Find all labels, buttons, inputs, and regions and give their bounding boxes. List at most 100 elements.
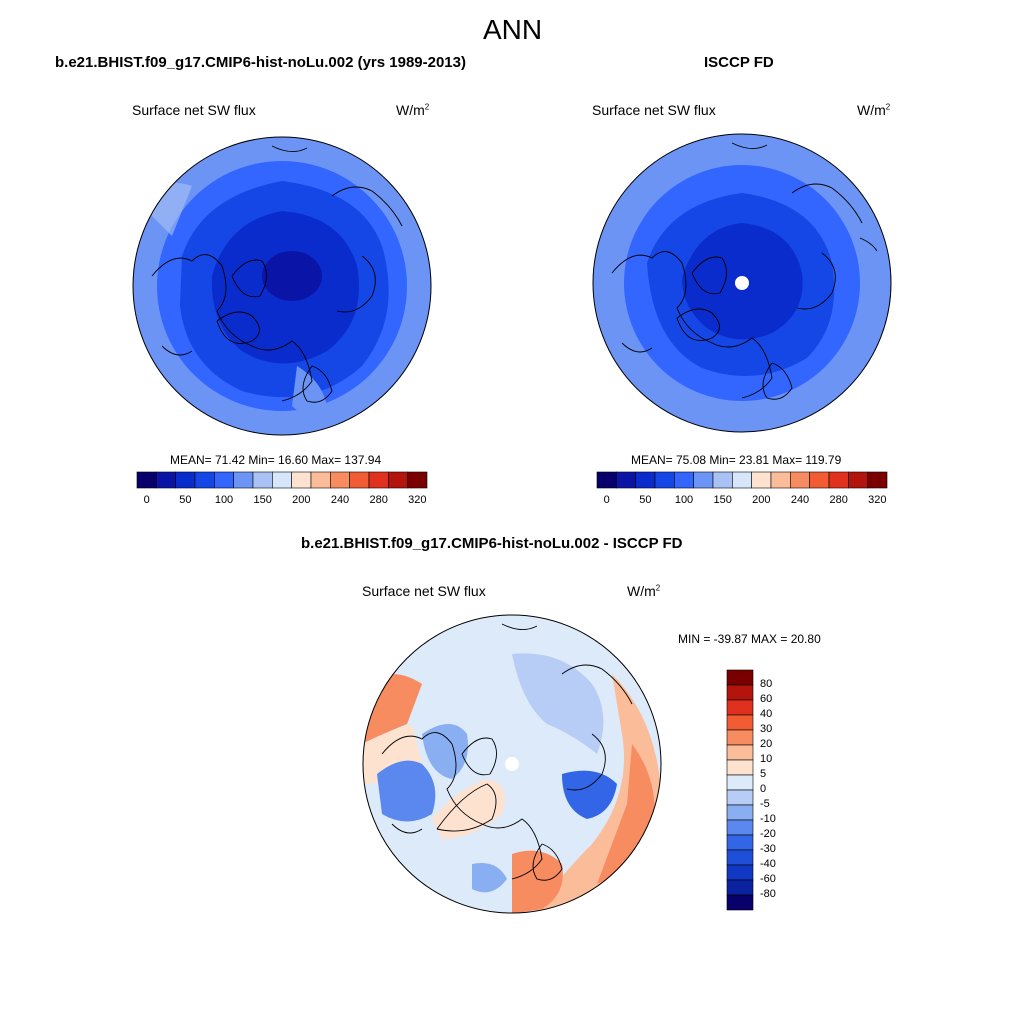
diff-colorbar-swatch [726,849,754,866]
diff-field-blue-east [562,770,617,819]
diff-colorbar-tick: 40 [760,708,773,720]
obs-colorbar-swatch [616,471,636,489]
model-colorbar-swatch [407,471,428,489]
obs-colorbar-tick: 100 [674,494,694,506]
diff-colorbar-tick: -20 [760,828,776,840]
diff-colorbar-tick: -60 [760,873,776,885]
obs-colorbar-swatch [848,471,868,489]
diff-field-missing [505,757,519,771]
model-colorbar-tick: 50 [179,494,192,506]
obs-colorbar-tick: 0 [603,494,610,506]
diff-colorbar-swatch [726,774,754,791]
diff-units-label: W/m2 [627,583,661,599]
obs-colorbar-swatch [809,471,830,489]
diff-colorbar-tick: -40 [760,858,776,870]
obs-colorbar [596,471,888,489]
diff-colorbar-swatch [726,834,754,851]
obs-colorbar-swatch [635,471,656,489]
obs-colorbar-swatch [867,471,888,489]
diff-panel-title: b.e21.BHIST.f09_g17.CMIP6-hist-noLu.002 … [301,535,683,552]
obs-colorbar-swatch [770,471,791,489]
model-stats: MEAN= 71.42 Min= 16.60 Max= 137.94 [170,453,382,467]
obs-stats: MEAN= 75.08 Min= 23.81 Max= 119.79 [631,453,842,467]
obs-colorbar-swatch [693,471,714,489]
model-colorbar-tick: 200 [292,494,311,506]
model-colorbar-swatch [233,471,254,489]
diff-field-red-south [512,850,563,913]
obs-field-missing [735,276,749,290]
diff-colorbar-swatch [726,804,754,821]
diff-field-blue-south [472,863,507,893]
obs-colorbar-tick: 200 [752,494,771,506]
model-colorbar-swatch [175,471,196,489]
obs-colorbar-swatch [654,471,675,489]
model-colorbar-swatch [194,471,215,489]
obs-colorbar-swatch [674,471,694,489]
diff-colorbar-swatch [726,789,754,806]
model-colorbar-swatch [272,471,292,489]
model-panel-title: b.e21.BHIST.f09_g17.CMIP6-hist-noLu.002 … [55,54,466,71]
obs-colorbar-tick: 150 [713,494,732,506]
model-colorbar-swatch [291,471,312,489]
diff-colorbar-swatch [726,714,754,731]
model-colorbar-swatch [136,471,157,489]
diff-colorbar-swatch [726,864,754,881]
diff-colorbar-tick: 5 [760,768,767,780]
model-colorbar-swatch [368,471,389,489]
model-colorbar-ticks: 0 50 100 150 200 240 280 320 [137,494,427,508]
model-colorbar-swatch [252,471,273,489]
diff-colorbar-swatch [726,819,754,836]
obs-polar-map [592,133,892,433]
diff-colorbar-swatch [726,669,754,686]
obs-colorbar-tick: 280 [829,494,848,506]
diff-colorbar-ticks: 80 60 40 30 20 10 5 0 -5 -10 -20 -30 -40 -60 -80 [760,670,800,910]
model-colorbar-tick: 150 [253,494,272,506]
model-colorbar-tick: 240 [330,494,350,506]
diff-polar-map [362,614,662,914]
model-colorbar-tick: 320 [408,494,427,506]
obs-colorbar-tick: 320 [868,494,887,506]
diff-colorbar-tick: 20 [760,738,773,750]
model-polar-map [132,136,432,436]
obs-colorbar-swatch [828,471,849,489]
model-colorbar-swatch [214,471,234,489]
diff-variable-label: Surface net SW flux [362,583,486,599]
obs-variable-label: Surface net SW flux [592,102,716,118]
diff-colorbar-tick: -80 [760,888,776,900]
model-variable-label: Surface net SW flux [132,102,256,118]
model-colorbar-tick: 100 [214,494,234,506]
diff-colorbar-swatch [726,894,754,911]
obs-units-label: W/m2 [857,102,891,118]
diff-colorbar-tick: 60 [760,693,773,705]
diff-colorbar-tick: 30 [760,723,773,735]
diff-colorbar [726,669,754,911]
diff-field-blue-ne [512,653,604,754]
diff-colorbar-swatch [726,699,754,716]
model-colorbar-tick: 280 [369,494,388,506]
diff-field-blue-mid [422,724,468,779]
diff-colorbar-tick: 80 [760,678,773,690]
diff-field-blue-west [377,760,436,822]
model-colorbar-swatch [330,471,350,489]
obs-panel-title: ISCCP FD [704,54,774,71]
obs-colorbar-swatch [712,471,733,489]
model-colorbar-swatch [310,471,331,489]
obs-colorbar-ticks: 0 50 100 150 200 240 280 320 [597,494,887,508]
diff-colorbar-tick: 10 [760,753,773,765]
obs-colorbar-swatch [732,471,752,489]
diff-colorbar-tick: -5 [760,798,770,810]
model-colorbar [136,471,428,489]
model-colorbar-swatch [388,471,408,489]
obs-colorbar-swatch [596,471,617,489]
model-colorbar-swatch [349,471,370,489]
diff-colorbar-tick: -10 [760,813,776,825]
diff-colorbar-swatch [726,729,754,746]
diff-field-red-greenland [432,779,505,839]
diff-colorbar-swatch [726,879,754,896]
obs-colorbar-swatch [790,471,810,489]
obs-colorbar-tick: 50 [639,494,652,506]
diff-colorbar-tick: 0 [760,783,767,795]
model-units-label: W/m2 [396,102,430,118]
diff-colorbar-swatch [726,684,754,701]
diff-colorbar-swatch [726,744,754,761]
